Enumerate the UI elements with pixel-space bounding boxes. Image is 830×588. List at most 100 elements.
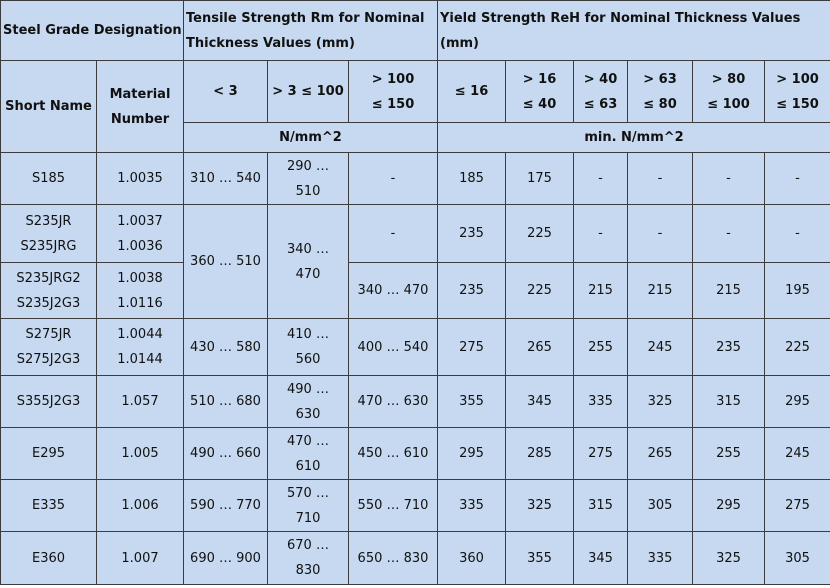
data-row: E335 1.006 590 … 770 570 … 710 550 … 710 335 32… [0,479,830,532]
short-name: S235J2G3 [16,295,81,311]
yield-value: 225 [785,339,810,355]
yield-cell: 275 [573,427,628,480]
yield-value: 335 [647,550,673,566]
tensile-value: 340 … 470 [357,283,429,298]
yield-value: - [598,226,603,241]
short-name-cell: E295 [0,427,97,480]
yield-cell: 175 [505,152,574,205]
short-name-cell: S185 [0,152,97,205]
material-cell: 1.0044 1.0144 [96,318,184,376]
header-cell: > 40 ≤ 63 [573,60,628,123]
yield-cell: 245 [763,427,830,480]
yield-value: 285 [527,446,552,461]
tensile-value: 550 … 710 [357,498,429,513]
yield-value: 325 [716,550,741,566]
header-text: > 16 [522,71,557,87]
tensile-value: 400 … 540 [357,339,429,355]
header-cell: > 16 ≤ 40 [505,60,574,123]
yield-value: 245 [785,446,810,461]
short-name: S185 [31,171,66,186]
unit-text: N/mm^2 [279,130,342,145]
header-text: Yield Strength ReH for Nominal Thickness… [440,10,801,26]
tensile-cell: 510 … 680 [183,375,268,428]
yield-cell: 225 [505,204,574,263]
tensile-value: 590 … 770 [190,498,261,513]
yield-value: 315 [716,394,741,409]
header-text: < 3 [213,84,238,99]
tensile-value: 710 [295,510,321,526]
data-row: S235JR S235JRG 1.0037 1.0036 360 … 510 340 … 4… [0,204,830,319]
yield-value: 265 [647,446,673,461]
tensile-value: 450 … 610 [357,446,429,461]
material-cell: 1.006 [96,479,184,532]
yield-value: 335 [588,394,613,409]
yield-value: 215 [647,283,673,298]
header-cell: > 63 ≤ 80 [627,60,693,123]
header-text: ≤ 100 [707,96,750,112]
tensile-cell: 340 … 470 [267,204,349,319]
material-number: 1.0116 [117,295,163,311]
tensile-value: 670 … [287,538,329,553]
tensile-cell: 690 … 900 [183,531,268,585]
tensile-cell: 450 … 610 [348,427,438,480]
yield-cell: 305 [763,531,830,585]
material-number: 1.0038 [117,270,163,286]
yield-cell: 255 [573,318,628,376]
tensile-cell: 470 … 630 [348,375,438,428]
tensile-value: 490 … [287,381,329,397]
tensile-cell: 410 … 560 [267,318,349,376]
yield-cell: 215 [573,262,628,319]
yield-cell: - [627,204,693,263]
material-number: 1.007 [121,550,159,566]
header-text: Steel Grade Designation [3,23,182,38]
data-row: S185 1.0035 310 … 540 290 … 510 - 185 175 - - - - [0,152,830,205]
yield-cell: 295 [437,427,506,480]
yield-cell: - [573,204,628,263]
header-text: ≤ 63 [583,96,618,112]
yield-cell: 195 [763,262,830,319]
material-cell: 1.0037 1.0036 [96,204,184,263]
header-text: ≤ 150 [371,96,415,112]
material-number: 1.0037 [117,213,163,229]
yield-value: - [795,171,800,186]
yield-cell: 335 [573,375,628,428]
tensile-cell: 590 … 770 [183,479,268,532]
yield-value: 275 [785,498,810,513]
tensile-value: 470 … [287,433,329,449]
yield-value: - [726,171,731,186]
yield-cell: 215 [692,262,765,319]
tensile-value: 410 … [287,327,329,342]
yield-cell: - [692,152,765,205]
yield-value: 255 [588,339,613,355]
yield-value: 295 [716,498,741,513]
yield-value: 305 [785,550,810,566]
yield-cell: 305 [627,479,693,532]
yield-value: 305 [647,498,673,513]
yield-cell: 295 [692,479,765,532]
yield-value: 235 [459,226,484,241]
yield-cell: 335 [627,531,693,585]
header-text: ≤ 16 [454,84,489,99]
yield-cell: 235 [692,318,765,376]
yield-value: 245 [647,339,673,355]
yield-cell: - [692,204,765,263]
tensile-cell: 290 … 510 [267,152,349,205]
short-name-cell: S275JR S275J2G3 [0,318,97,376]
yield-cell: 315 [573,479,628,532]
material-cell: 1.0038 1.0116 [96,262,184,319]
yield-cell: 225 [505,262,574,319]
short-name: E360 [31,550,66,566]
header-cell: > 80 ≤ 100 [692,60,765,123]
yield-cell: 360 [437,531,506,585]
tensile-value: 560 [295,352,321,367]
header-text: > 100 [776,71,819,87]
yield-value: - [726,226,731,241]
yield-cell: - [627,152,693,205]
tensile-value: 290 … [287,158,329,174]
tensile-cell: - [348,204,438,263]
yield-cell: 295 [763,375,830,428]
header-text: Thickness Values (mm) [186,35,355,51]
short-name: S235JRG2 [16,270,81,286]
tensile-cell: 650 … 830 [348,531,438,585]
